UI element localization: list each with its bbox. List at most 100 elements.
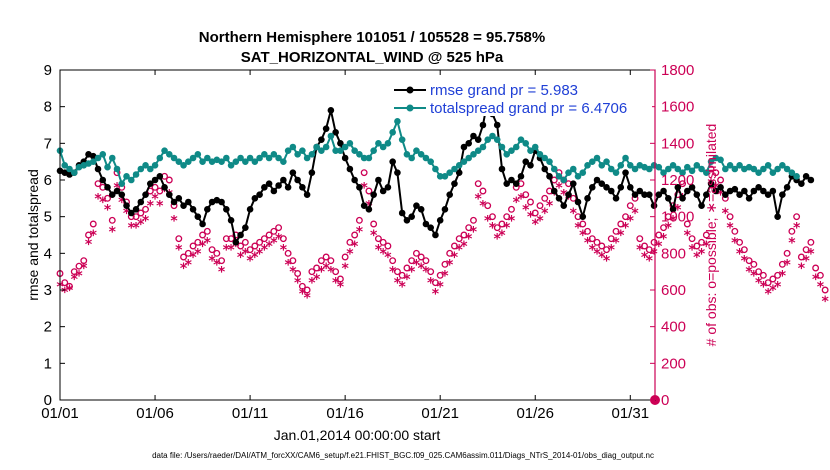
- assimilated-obs-point: *: [61, 285, 69, 301]
- totalspread-point: [474, 147, 482, 154]
- rmse-point: [346, 165, 354, 173]
- rmse-point: [774, 213, 781, 220]
- rmse-point: [161, 184, 168, 191]
- possible-obs-point: [284, 249, 292, 257]
- possible-obs-point: [712, 169, 720, 177]
- rmse-point: [612, 195, 620, 202]
- rmse-point: [783, 184, 791, 191]
- assimilated-obs-point: *: [684, 228, 692, 244]
- assimilated-obs-point: *: [579, 228, 587, 244]
- totalspread-point: [89, 158, 97, 165]
- legend-spread-marker: [406, 104, 414, 112]
- assimilated-obs-point: *: [256, 246, 264, 262]
- assimilated-obs-point: *: [446, 257, 454, 273]
- possible-obs-point: [508, 205, 515, 213]
- rmse-point: [679, 195, 686, 202]
- assimilated-obs-point: *: [489, 221, 497, 237]
- possible-obs-point: [664, 213, 672, 221]
- assimilated-obs-point: *: [598, 250, 606, 266]
- y-right-tick-label: 400: [661, 319, 686, 336]
- assimilated-obs-point: *: [627, 213, 635, 229]
- assimilated-obs-point: *: [85, 237, 93, 253]
- totalspread-point: [151, 162, 159, 169]
- rmse-point: [460, 143, 468, 151]
- rmse-point: [413, 202, 420, 209]
- totalspread-point: [194, 151, 202, 158]
- totalspread-point: [517, 136, 525, 143]
- rmse-point: [356, 184, 363, 191]
- totalspread-point: [322, 143, 330, 151]
- possible-obs-point: [227, 235, 235, 243]
- totalspread-point: [479, 143, 487, 151]
- assimilated-obs-point: *: [170, 213, 178, 229]
- totalspread-point: [607, 165, 615, 173]
- totalspread-point: [565, 169, 572, 176]
- possible-obs-point: [688, 235, 696, 243]
- totalspread-point: [584, 162, 591, 169]
- assimilated-obs-point: *: [232, 239, 240, 255]
- possible-obs-point: [797, 253, 805, 261]
- rmse-point: [617, 184, 625, 191]
- rmse-point: [299, 184, 306, 191]
- totalspread-point: [232, 158, 240, 165]
- assimilated-obs-point: *: [261, 243, 269, 259]
- totalspread-point: [180, 162, 187, 169]
- assimilated-obs-point: *: [555, 180, 563, 196]
- rmse-point: [218, 198, 225, 206]
- assimilated-obs-point: *: [151, 191, 159, 207]
- x-tick-label: 01/31: [612, 405, 650, 422]
- data-file-footnote: data file: /Users/raeder/DAI/ATM_forcXX/…: [152, 451, 654, 460]
- assimilated-obs-point: *: [408, 265, 416, 281]
- possible-obs-point: [175, 235, 183, 243]
- assimilated-obs-point: *: [284, 257, 292, 273]
- assimilated-obs-point: *: [565, 191, 573, 207]
- totalspread-point: [531, 143, 539, 151]
- possible-obs-point: [156, 187, 164, 195]
- rmse-point: [303, 191, 311, 198]
- totalspread-point: [299, 147, 306, 154]
- assimilated-obs-point: *: [764, 287, 772, 303]
- possible-obs-point: [750, 260, 758, 268]
- rmse-point: [688, 184, 696, 191]
- possible-obs-point: [455, 235, 463, 243]
- rmse-point: [417, 206, 425, 213]
- possible-obs-point: [279, 235, 287, 243]
- rmse-point: [261, 184, 268, 191]
- totalspread-point: [94, 154, 102, 162]
- totalspread-point: [261, 151, 268, 158]
- rmse-point: [731, 185, 739, 193]
- assimilated-obs-point: *: [641, 250, 649, 266]
- totalspread-point: [679, 169, 686, 176]
- totalspread-point: [465, 154, 473, 162]
- totalspread-point: [512, 143, 520, 151]
- totalspread-point: [394, 118, 401, 125]
- assimilated-obs-point: *: [94, 191, 102, 207]
- possible-obs-point: [260, 235, 268, 243]
- possible-obs-point: [431, 279, 439, 287]
- rmse-point: [798, 180, 805, 187]
- totalspread-point: [750, 165, 758, 173]
- totalspread-point: [764, 162, 772, 169]
- possible-obs-point: [717, 176, 725, 184]
- assimilated-obs-point: *: [270, 235, 278, 251]
- rmse-point: [626, 184, 634, 191]
- possible-obs-point: [683, 220, 691, 228]
- x-tick-label: 01/11: [232, 405, 268, 422]
- possible-obs-point: [622, 213, 629, 221]
- possible-obs-point: [441, 260, 449, 268]
- possible-obs-point: [731, 227, 739, 235]
- rmse-point: [432, 231, 439, 239]
- x-tick-label: 01/26: [516, 405, 554, 422]
- totalspread-point: [132, 171, 140, 178]
- assimilated-obs-point: *: [460, 239, 468, 255]
- assimilated-obs-point: *: [821, 294, 829, 310]
- assimilated-obs-point: *: [204, 235, 212, 251]
- totalspread-point: [522, 140, 530, 147]
- assimilated-obs-point: *: [346, 246, 354, 262]
- totalspread-point: [645, 165, 653, 173]
- possible-obs-point: [788, 227, 796, 235]
- rmse-point: [237, 231, 244, 239]
- y-right-tick-label: 200: [661, 355, 686, 372]
- possible-obs-point: [764, 279, 772, 287]
- assimilated-obs-point: *: [608, 243, 616, 259]
